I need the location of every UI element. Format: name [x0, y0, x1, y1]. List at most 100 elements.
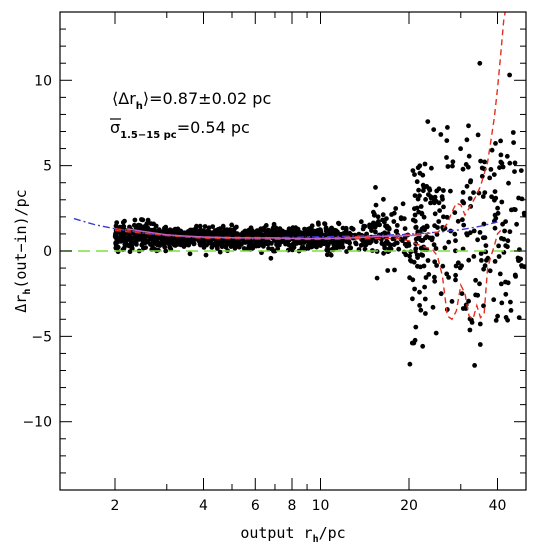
- scatter-point: [132, 217, 138, 223]
- scatter-point: [412, 337, 418, 343]
- y-axis-title: Δrh(out−in)/pc: [12, 189, 33, 312]
- scatter-point: [232, 225, 238, 231]
- scatter-point: [412, 206, 417, 212]
- scatter-point: [475, 237, 480, 243]
- scatter-point: [139, 217, 144, 222]
- scatter-point: [391, 236, 397, 241]
- scatter-point: [477, 281, 482, 287]
- scatter-point: [402, 226, 408, 232]
- scatter-point: [398, 216, 404, 222]
- scatter-point: [492, 212, 498, 218]
- mean-annotation: ⟨Δrh⟩=0.87±0.02 pc: [112, 89, 271, 112]
- scatter-point: [496, 243, 501, 249]
- scatter-point: [458, 146, 463, 152]
- scatter-point: [423, 197, 428, 202]
- scatter-point: [426, 186, 432, 192]
- scatter-point: [327, 231, 332, 237]
- scatter-point: [459, 291, 465, 296]
- scatter-point: [507, 160, 513, 166]
- sigma-annotation: σ1.5−15 pc=0.54 pc: [110, 118, 250, 141]
- scatter-point: [417, 193, 422, 199]
- scatter-point: [145, 217, 151, 223]
- scatter-point: [197, 223, 203, 229]
- scatter-point: [210, 224, 216, 230]
- scatter-point: [140, 240, 146, 246]
- scatter-point: [414, 179, 420, 185]
- scatter-point: [392, 267, 397, 273]
- scatter-point: [511, 140, 516, 146]
- scatter-point: [460, 190, 466, 195]
- scatter-point: [500, 164, 506, 170]
- scatter-point: [432, 211, 438, 217]
- scatter-point: [364, 239, 369, 245]
- scatter-point: [275, 246, 281, 252]
- scatter-point: [477, 230, 483, 235]
- scatter-point: [473, 277, 478, 283]
- scatter-point: [415, 165, 421, 171]
- scatter-point: [117, 236, 123, 242]
- scatter-point: [444, 271, 450, 277]
- scatter-point: [358, 219, 364, 225]
- y-tick-label: −5: [31, 329, 52, 345]
- scatter-point: [382, 219, 387, 225]
- scatter-point: [498, 138, 503, 144]
- scatter-point: [187, 251, 193, 257]
- scatter-point: [412, 212, 418, 218]
- scatter-point: [412, 248, 418, 254]
- scatter-point: [482, 190, 488, 196]
- scatter-point: [229, 240, 234, 245]
- scatter-point: [468, 179, 473, 185]
- scatter-point: [471, 228, 477, 234]
- scatter-point: [512, 169, 517, 175]
- scatter-point: [484, 257, 489, 263]
- scatter-point: [423, 311, 428, 316]
- scatter-point: [448, 188, 453, 194]
- scatter-point: [505, 244, 510, 250]
- scatter-point: [504, 153, 510, 159]
- scatter-point: [465, 164, 471, 170]
- scatter-point: [420, 246, 425, 252]
- scatter-point: [241, 246, 247, 251]
- scatter-point: [446, 239, 452, 245]
- scatter-point: [400, 238, 405, 244]
- scatter-point: [407, 361, 413, 367]
- scatter-point: [472, 363, 477, 368]
- scatter-point: [382, 243, 387, 249]
- scatter-point: [393, 206, 399, 211]
- scatter-point: [311, 232, 317, 238]
- scatter-point: [441, 226, 446, 232]
- scatter-point: [125, 236, 131, 242]
- scatter-point: [148, 221, 154, 227]
- scatter-point: [344, 249, 349, 254]
- scatter-point: [315, 220, 321, 226]
- scatter-point: [489, 147, 495, 153]
- scatter-point: [498, 152, 504, 158]
- scatter-point: [248, 226, 254, 232]
- scatter-point: [284, 232, 290, 238]
- scatter-point: [453, 238, 458, 244]
- scatter-point: [179, 230, 185, 236]
- scatter-point: [404, 243, 410, 249]
- y-tick-label: 10: [34, 73, 52, 89]
- scatter-point: [202, 224, 208, 229]
- scatter-point: [372, 224, 378, 230]
- scatter-point: [442, 245, 448, 251]
- scatter-point: [453, 277, 458, 283]
- scatter-point: [407, 253, 412, 259]
- scatter-point: [502, 228, 507, 234]
- scatter-point: [444, 155, 449, 160]
- scatter-point: [496, 254, 502, 259]
- scatter-point: [489, 194, 494, 200]
- scatter-point: [333, 243, 338, 249]
- scatter-point: [113, 245, 119, 251]
- x-tick-label: 20: [400, 498, 418, 514]
- scatter-point: [419, 238, 425, 244]
- scatter-point: [459, 263, 464, 269]
- scatter-point: [291, 245, 296, 251]
- scatter-point: [113, 223, 119, 229]
- scatter-point: [433, 246, 439, 251]
- scatter-point: [361, 223, 367, 229]
- scatter-point: [113, 241, 119, 247]
- scatter-point: [438, 291, 444, 297]
